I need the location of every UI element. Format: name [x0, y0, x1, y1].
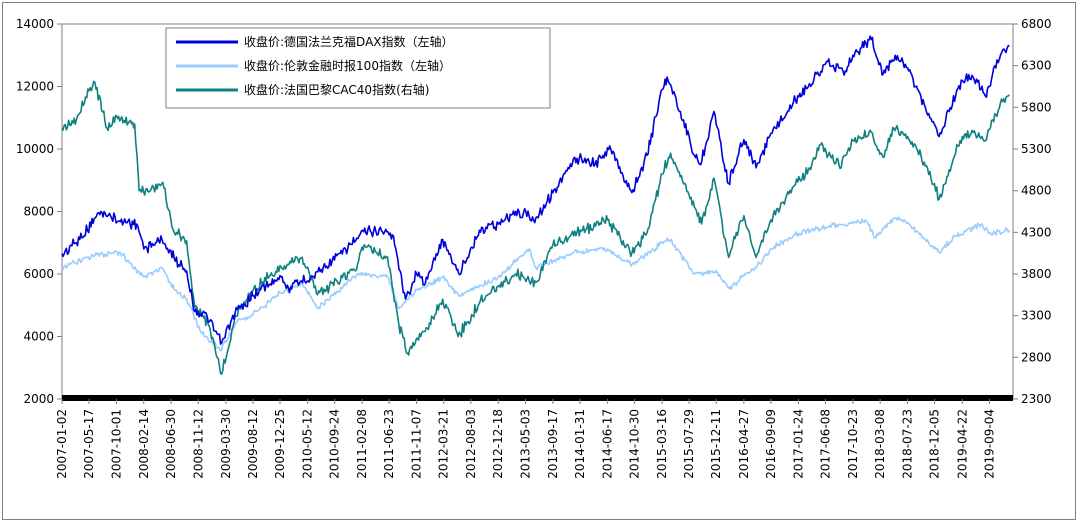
left-tick-label: 10000 — [16, 142, 54, 156]
x-tick-label: 2008-06-30 — [164, 409, 178, 479]
left-tick-label: 2000 — [23, 392, 54, 406]
x-tick-label: 2009-12-25 — [273, 409, 287, 479]
left-tick-label: 8000 — [23, 205, 54, 219]
right-tick-label: 2300 — [1021, 392, 1052, 406]
series-line — [61, 216, 1011, 352]
left-tick-label: 6000 — [23, 267, 54, 281]
x-tick-label: 2016-04-27 — [737, 409, 751, 479]
right-tick-label: 6800 — [1021, 17, 1052, 31]
x-tick-label: 2014-01-31 — [573, 409, 587, 479]
x-tick-label: 2017-01-24 — [791, 409, 805, 479]
x-tick-label: 2009-03-30 — [219, 409, 233, 479]
x-axis: 2007-01-02 2007-05-17 2007-10-01 2008-02-14… — [55, 395, 1013, 479]
x-tick-label: 2015-03-16 — [655, 409, 669, 479]
x-tick-label: 2007-10-01 — [110, 409, 124, 479]
right-tick-label: 4800 — [1021, 184, 1052, 198]
left-tick-label: 4000 — [23, 330, 54, 344]
x-tick-label: 2007-01-02 — [55, 409, 69, 479]
x-tick-label: 2015-07-29 — [682, 409, 696, 479]
left-y-axis: 2000 4000 6000 8000 10000 12000 14000 — [16, 17, 62, 406]
right-tick-label: 6300 — [1021, 59, 1052, 73]
legend: 收盘价:德国法兰克福DAX指数（左轴） 收盘价:伦敦金融时报100指数（左轴） 收盘… — [165, 27, 551, 109]
x-tick-label: 2010-09-24 — [328, 409, 342, 479]
x-tick-label: 2019-09-04 — [982, 409, 996, 479]
x-tick-label: 2014-10-30 — [628, 409, 642, 479]
legend-label: 收盘价:法国巴黎CAC40指数(右轴) — [244, 82, 429, 97]
right-y-axis: 2300 2800 3300 3800 4300 4800 5300 5800 6300 6800 — [1013, 17, 1052, 406]
x-tick-label: 2010-05-12 — [301, 409, 315, 479]
x-tick-label: 2017-10-23 — [846, 409, 860, 479]
x-tick-label: 2017-06-08 — [818, 409, 832, 479]
left-tick-label: 14000 — [16, 17, 54, 31]
x-tick-label: 2011-02-08 — [355, 409, 369, 479]
right-tick-label: 3800 — [1021, 267, 1052, 281]
x-tick-label: 2008-02-14 — [137, 409, 151, 479]
series-lines — [61, 35, 1011, 375]
right-tick-label: 5800 — [1021, 100, 1052, 114]
x-tick-label: 2007-05-17 — [82, 409, 96, 479]
x-tick-label: 2013-05-03 — [518, 409, 532, 479]
x-tick-label: 2008-11-12 — [191, 409, 205, 479]
x-tick-label: 2011-11-07 — [410, 409, 424, 479]
x-tick-label: 2016-09-09 — [764, 409, 778, 479]
x-tick-label: 2011-06-23 — [382, 409, 396, 479]
series-line — [61, 35, 1010, 345]
right-tick-label: 3300 — [1021, 309, 1052, 323]
x-tick-label: 2014-06-17 — [601, 409, 615, 479]
series-line — [61, 80, 1010, 375]
legend-label: 收盘价:德国法兰克福DAX指数（左轴） — [244, 34, 454, 49]
x-tick-label: 2012-08-03 — [464, 409, 478, 479]
x-axis-bar — [62, 395, 1013, 401]
x-tick-label: 2018-03-08 — [873, 409, 887, 479]
x-tick-label: 2018-12-05 — [928, 409, 942, 479]
x-tick-label: 2015-12-11 — [709, 409, 723, 479]
x-tick-label: 2019-04-22 — [955, 409, 969, 479]
left-tick-label: 12000 — [16, 80, 54, 94]
x-tick-label: 2009-08-12 — [246, 409, 260, 479]
x-tick-label: 2012-03-21 — [437, 409, 451, 479]
x-tick-label: 2012-12-18 — [491, 409, 505, 479]
x-tick-label: 2018-07-23 — [901, 409, 915, 479]
right-tick-label: 2800 — [1021, 350, 1052, 364]
right-tick-label: 5300 — [1021, 142, 1052, 156]
legend-label: 收盘价:伦敦金融时报100指数（左轴） — [244, 58, 451, 73]
x-tick-label: 2013-09-17 — [546, 409, 560, 479]
right-tick-label: 4300 — [1021, 225, 1052, 239]
